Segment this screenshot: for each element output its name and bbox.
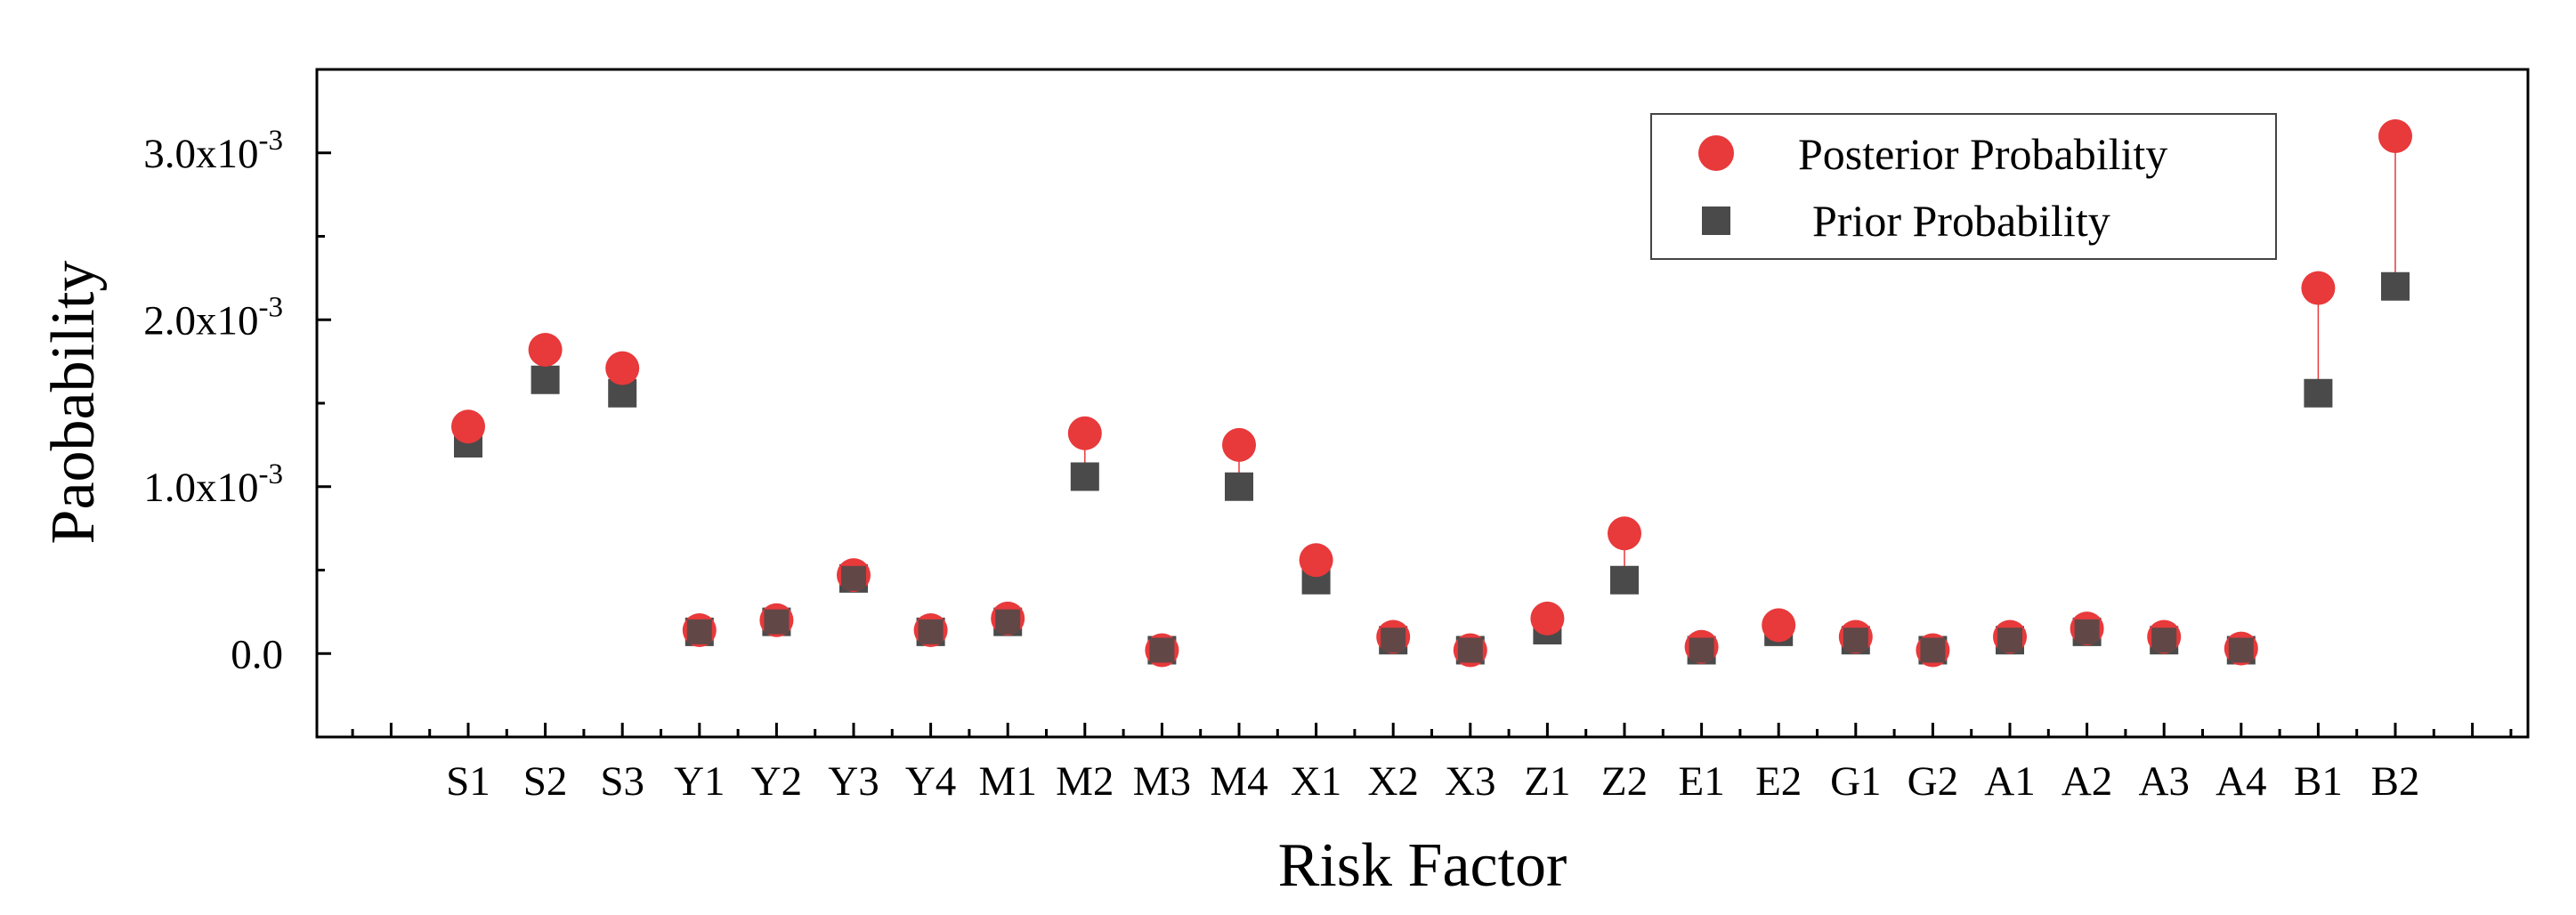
x-tick-label: Y2 [751, 758, 802, 805]
posterior-point [1608, 516, 1641, 551]
prior-point [2381, 271, 2410, 301]
x-tick-label: M2 [1056, 758, 1114, 805]
prior-point-overlay [2151, 628, 2177, 653]
posterior-point [1067, 416, 1102, 450]
posterior-point [2301, 271, 2336, 305]
posterior-point [605, 351, 640, 385]
x-tick-label: Y4 [905, 758, 956, 805]
x-tick-label: S3 [600, 758, 644, 805]
x-axis: S1 S2 S3 Y1 Y2 Y3 Y4 M1 M2 M3 M4 X1 X2 X3 Z1 Z2 E1 E2 G1 G2… [351, 723, 2513, 805]
x-tick-label: A4 [2216, 758, 2266, 805]
prior-point-overlay [1843, 628, 1868, 653]
y-axis-title: Paobability [39, 261, 108, 545]
prior-point-overlay [2074, 619, 2100, 644]
prior-point [1070, 462, 1099, 491]
prior-point-overlay [918, 619, 944, 644]
legend: Posterior Probability Prior Probability [1650, 113, 2277, 260]
posterior-point [1762, 608, 1796, 643]
x-tick-label: Z2 [1601, 758, 1648, 805]
prior-point [2304, 378, 2333, 408]
legend-posterior-label: Posterior Probability [1798, 129, 2167, 179]
x-tick-label: A3 [2138, 758, 2189, 805]
y-tick-label: 2.0x10-3 [143, 291, 283, 344]
x-tick-label: S2 [523, 758, 568, 805]
legend-box [1650, 113, 2277, 260]
x-tick-label: E1 [1678, 758, 1724, 805]
x-tick-label: G1 [1830, 758, 1881, 805]
posterior-point [528, 333, 563, 367]
prior-point-overlay [1381, 628, 1406, 653]
prior-point-overlay [1997, 628, 2022, 653]
x-tick-label: Z1 [1524, 758, 1570, 805]
x-tick-label: B1 [2294, 758, 2343, 805]
x-tick-label: E2 [1755, 758, 1802, 805]
x-tick-label: X3 [1445, 758, 1495, 805]
posterior-point [2378, 119, 2412, 153]
x-tick-label: X1 [1291, 758, 1341, 805]
y-tick-label: 3.0x10-3 [143, 125, 283, 177]
prior-point-overlay [764, 609, 790, 635]
x-tick-label: X2 [1367, 758, 1418, 805]
x-tick-label: M1 [979, 758, 1037, 805]
prior-point [1225, 472, 1253, 501]
prior-point-overlay [1689, 637, 1714, 663]
posterior-point [451, 409, 485, 444]
y-tick-label: 0.0 [231, 631, 283, 677]
x-tick-label: M4 [1210, 758, 1268, 805]
posterior-point [1222, 427, 1256, 462]
posterior-point [1299, 543, 1333, 578]
prior-point-overlay [1457, 637, 1483, 663]
prior-point [1610, 565, 1639, 595]
prior-point-overlay [841, 565, 866, 591]
x-tick-label: A1 [1984, 758, 2035, 805]
prior-point-overlay [1920, 637, 1946, 663]
legend-prior-label: Prior Probability [1812, 196, 2110, 246]
prior-point-overlay [995, 609, 1021, 635]
legend-posterior-marker [1698, 135, 1734, 171]
x-tick-label: G2 [1908, 758, 1958, 805]
prior-point [531, 365, 560, 394]
posterior-point [1530, 601, 1565, 636]
x-axis-title: Risk Factor [1278, 831, 1567, 900]
y-tick-label: 1.0x10-3 [143, 458, 283, 511]
x-tick-label: Y1 [674, 758, 725, 805]
prior-point-overlay [2228, 637, 2254, 663]
x-tick-label: M3 [1133, 758, 1191, 805]
prior-point-overlay [1149, 637, 1175, 663]
x-tick-label: Y3 [828, 758, 879, 805]
legend-prior-marker [1702, 206, 1730, 235]
series-layer [451, 119, 2412, 668]
x-tick-label: S1 [446, 758, 490, 805]
y-axis: 0.0 1.0x10-3 2.0x10-3 3.0x10-3 [143, 125, 331, 739]
x-tick-label: B2 [2371, 758, 2420, 805]
prior-point-overlay [686, 619, 712, 644]
x-tick-label: A2 [2062, 758, 2112, 805]
